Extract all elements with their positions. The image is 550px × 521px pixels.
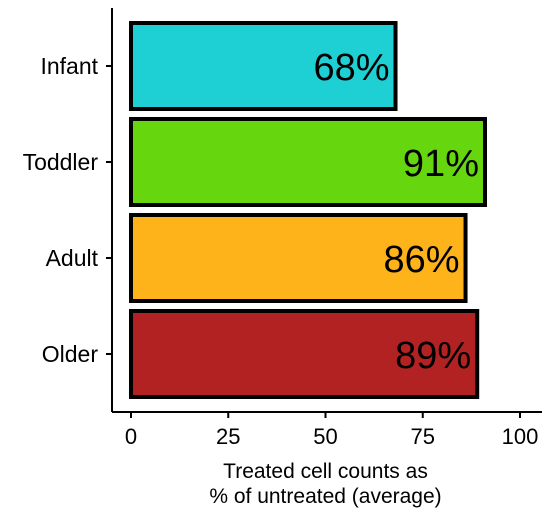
x-tick-label-75: 75 — [411, 424, 435, 449]
data-label-adult: 86% — [383, 239, 459, 281]
y-tick-label-older: Older — [42, 341, 99, 367]
data-label-infant: 68% — [313, 47, 389, 89]
x-axis-title-line-1: Treated cell counts as — [223, 460, 428, 483]
bar-older — [129, 309, 480, 399]
x-tick-label-100: 100 — [502, 424, 539, 449]
bar-toddler — [129, 117, 487, 207]
data-label-older: 89% — [395, 335, 471, 377]
x-tick-label-50: 50 — [313, 424, 337, 449]
bar-infant — [129, 21, 398, 111]
y-tick-label-adult: Adult — [46, 245, 99, 271]
x-tick-label-25: 25 — [216, 424, 240, 449]
x-tick-label-0: 0 — [125, 424, 137, 449]
x-axis-ticks: 0 25 50 75 100 — [125, 412, 538, 449]
bar-adult — [129, 213, 468, 303]
y-tick-label-infant: Infant — [40, 53, 98, 79]
x-axis-title-line-2: % of untreated (average) — [209, 485, 441, 508]
y-tick-label-toddler: Toddler — [23, 149, 99, 175]
data-label-toddler: 91% — [403, 143, 479, 185]
y-axis-ticks: Infant Toddler Adult Older — [23, 53, 112, 367]
bars-group: 68% 91% 86% 89% — [129, 21, 487, 399]
